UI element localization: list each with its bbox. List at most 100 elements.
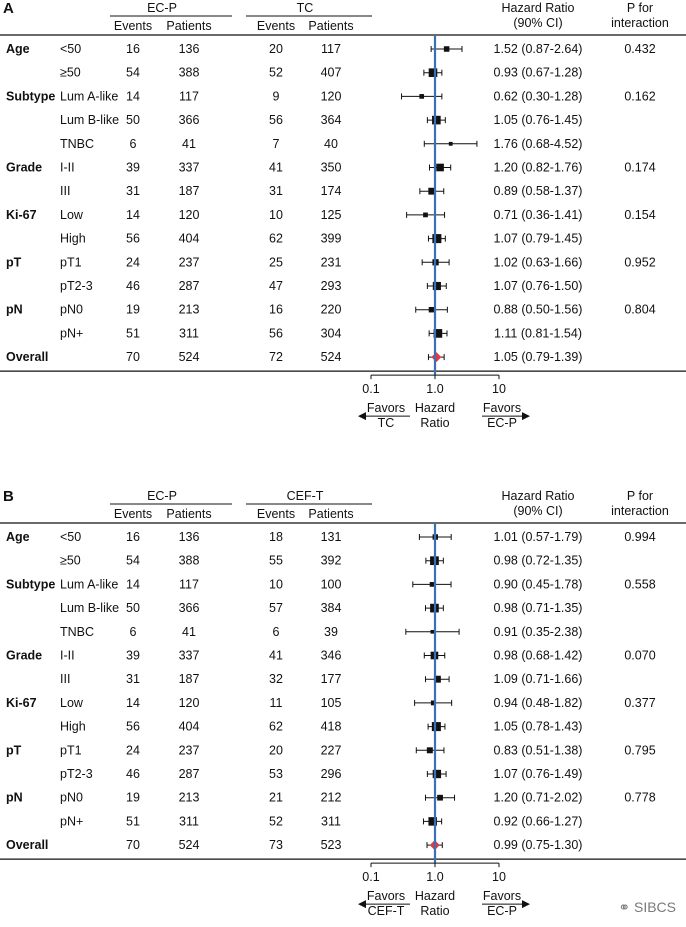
cell-arm1-patients: 404 [179,232,200,246]
hr-point-marker [430,700,436,706]
row-subgroup-label: Lum B-like [60,113,119,127]
cell-arm1-patients: 120 [179,696,200,710]
row-subgroup-label: Lum B-like [60,601,119,615]
wechat-icon: ⚭ [618,899,631,915]
cell-arm2-events: 41 [269,161,283,175]
cell-arm1-patients: 136 [179,530,200,544]
cell-arm1-events: 24 [126,255,140,269]
row-subgroup-label: pN0 [60,303,83,317]
favors-right-label: Favors [483,889,521,903]
cell-arm2-patients: 39 [324,625,338,639]
cell-arm1-patients: 41 [182,625,196,639]
cell-arm2-patients: 346 [321,649,342,663]
row-group-label: Overall [6,350,48,364]
ratio-label: Ratio [420,416,449,430]
cell-p-interaction: 0.174 [624,161,655,175]
cell-arm1-events: 6 [130,625,137,639]
table-row: pT pT1 24 237 20 227 0.83 (0.51-1.38) 0.795 [6,743,656,757]
cell-arm1-events: 39 [126,161,140,175]
row-group-label: Age [6,530,30,544]
row-subgroup-label: Lum A-like [60,89,118,103]
cell-arm2-events: 47 [269,279,283,293]
cell-hazard-ratio: 1.05 (0.78-1.43) [494,720,583,734]
p-header: P for [627,1,653,15]
row-group-label: pN [6,303,23,317]
cell-arm2-patients: 311 [321,814,341,828]
cell-arm2-events: 52 [269,66,283,80]
cell-arm1-patients: 404 [179,720,200,734]
hr-point-marker [430,629,435,634]
cell-arm1-patients: 311 [179,814,199,828]
x-tick-label: 1.0 [426,382,443,396]
cell-arm2-events: 57 [269,601,283,615]
hr-point-marker [423,212,428,218]
cell-arm2-events: 20 [269,42,283,56]
cell-arm2-events: 56 [269,113,283,127]
cell-arm2-events: 41 [269,649,283,663]
cell-arm1-patients: 187 [179,184,200,198]
hr-point-marker [433,675,441,683]
cell-arm2-events: 7 [273,137,280,151]
cell-arm1-patients: 388 [179,66,200,80]
hr-point-marker [432,769,442,779]
cell-p-interaction: 0.795 [624,743,655,757]
cell-arm2-patients: 120 [321,89,342,103]
table-row: High 56 404 62 399 1.07 (0.79-1.45) [60,232,582,246]
cell-arm1-events: 46 [126,279,140,293]
cell-arm2-events: 62 [269,232,283,246]
hr-point-marker [437,794,443,801]
cell-p-interaction: 0.804 [624,303,655,317]
cell-arm2-events: 21 [269,791,283,805]
cell-arm1-events: 16 [126,42,140,56]
row-subgroup-label: pT1 [60,255,82,269]
patients-header: Patients [308,507,353,521]
table-row: TNBC 6 41 7 40 1.76 (0.68-4.52) [60,137,582,151]
cell-arm1-events: 14 [126,89,140,103]
cell-arm2-patients: 105 [321,696,342,710]
ratio-label: Ratio [420,904,449,918]
row-subgroup-label: pT2-3 [60,767,93,781]
cell-arm2-patients: 304 [321,326,342,340]
cell-arm1-patients: 287 [179,279,200,293]
row-subgroup-label: TNBC [60,625,94,639]
cell-arm1-patients: 136 [179,42,200,56]
cell-arm1-patients: 524 [179,350,200,364]
table-row: Subtype Lum A-like 14 117 9 120 0.62 (0.30-1.2… [6,89,656,103]
overall-diamond-marker [431,352,442,363]
hr-ci-header: (90% CI) [513,504,562,518]
cell-arm1-events: 56 [126,720,140,734]
cell-arm1-patients: 117 [179,89,199,103]
hr-point-marker [431,722,441,732]
cell-arm2-patients: 177 [321,672,342,686]
cell-arm1-patients: 120 [179,208,200,222]
row-group-label: Subtype [6,89,55,103]
cell-arm2-events: 10 [269,577,283,591]
cell-hazard-ratio: 0.90 (0.45-1.78) [494,577,583,591]
cell-arm2-patients: 117 [321,42,341,56]
hr-header: Hazard Ratio [502,489,575,503]
cell-arm2-events: 72 [269,350,283,364]
cell-arm2-patients: 384 [321,601,342,615]
table-row: pN pN0 19 213 21 212 1.20 (0.71-2.02) 0.778 [6,791,656,805]
row-subgroup-label: High [60,720,86,734]
hr-point-marker [443,46,450,52]
favors-right-arm-label: EC-P [487,416,517,430]
cell-hazard-ratio: 1.09 (0.71-1.66) [494,672,583,686]
cell-arm1-patients: 237 [179,255,200,269]
cell-arm2-patients: 392 [321,554,342,568]
cell-hazard-ratio: 0.71 (0.36-1.41) [494,208,583,222]
cell-arm2-patients: 399 [321,232,342,246]
cell-arm2-patients: 524 [321,350,342,364]
row-group-label: pN [6,791,23,805]
row-subgroup-label: I-II [60,161,75,175]
table-row: pN+ 51 311 52 311 0.92 (0.66-1.27) [60,814,582,828]
watermark-text: SIBCS [633,899,676,915]
row-group-label: pT [6,743,22,757]
cell-arm1-events: 54 [126,66,140,80]
cell-hazard-ratio: 1.20 (0.82-1.76) [494,161,583,175]
cell-arm2-events: 62 [269,720,283,734]
table-row: ≥50 54 388 52 407 0.93 (0.67-1.28) [60,66,582,80]
cell-arm1-events: 54 [126,554,140,568]
favors-left-arm-label: TC [378,416,395,430]
cell-arm2-patients: 350 [321,161,342,175]
